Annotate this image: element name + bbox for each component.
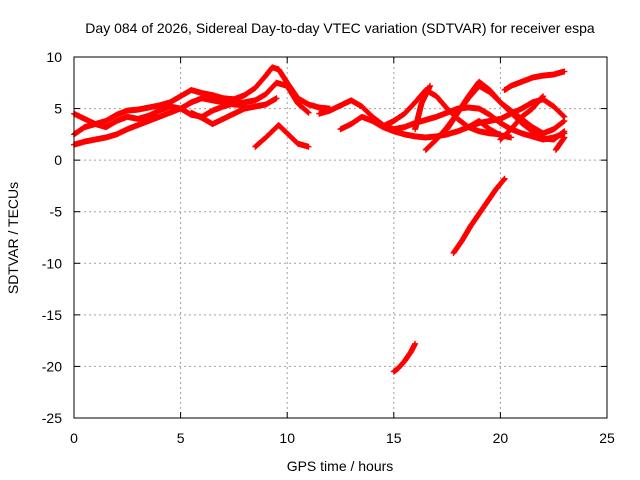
data-marker-track — [552, 134, 568, 153]
chart-title: Day 084 of 2026, Sidereal Day-to-day VTE… — [85, 20, 595, 36]
y-tick-label: -20 — [42, 358, 62, 374]
x-axis-label: GPS time / hours — [287, 458, 394, 474]
plot-frame — [73, 56, 608, 419]
series-track-n — [552, 134, 568, 153]
series-track-q — [390, 340, 419, 375]
data-marker-track — [497, 93, 547, 143]
series-track-p — [450, 175, 508, 256]
y-axis-label: SDTVAR / TECUs — [5, 182, 21, 294]
series-track-f — [316, 97, 568, 143]
axis-ticks: 0 5 10 15 20 25 -25 -20 -15 -10 -5 0 5 10 — [42, 49, 615, 446]
y-tick-label: 0 — [54, 152, 62, 168]
series-track-o — [412, 82, 434, 133]
data-points — [71, 64, 568, 375]
data-marker-track — [501, 68, 568, 94]
x-tick-label: 10 — [279, 430, 295, 446]
data-marker-track — [390, 340, 419, 375]
data-marker-track — [412, 82, 434, 133]
y-tick-label: 10 — [46, 49, 62, 65]
series-track-d — [188, 95, 280, 128]
x-tick-label: 25 — [599, 430, 615, 446]
x-tick-label: 0 — [70, 430, 78, 446]
data-marker-track — [188, 95, 280, 128]
data-marker-track — [316, 97, 568, 143]
y-tick-label: -5 — [50, 204, 63, 220]
x-tick-label: 15 — [386, 430, 402, 446]
series-track-e — [252, 122, 312, 150]
x-tick-label: 20 — [493, 430, 509, 446]
y-tick-label: -15 — [42, 307, 62, 323]
data-marker-track — [252, 122, 312, 150]
data-marker-track — [450, 175, 508, 256]
y-tick-label: 5 — [54, 101, 62, 117]
series-track-m — [497, 93, 547, 143]
x-tick-label: 5 — [177, 430, 185, 446]
series-track-l — [501, 68, 568, 94]
y-tick-label: -25 — [42, 410, 62, 426]
y-tick-label: -10 — [42, 255, 62, 271]
